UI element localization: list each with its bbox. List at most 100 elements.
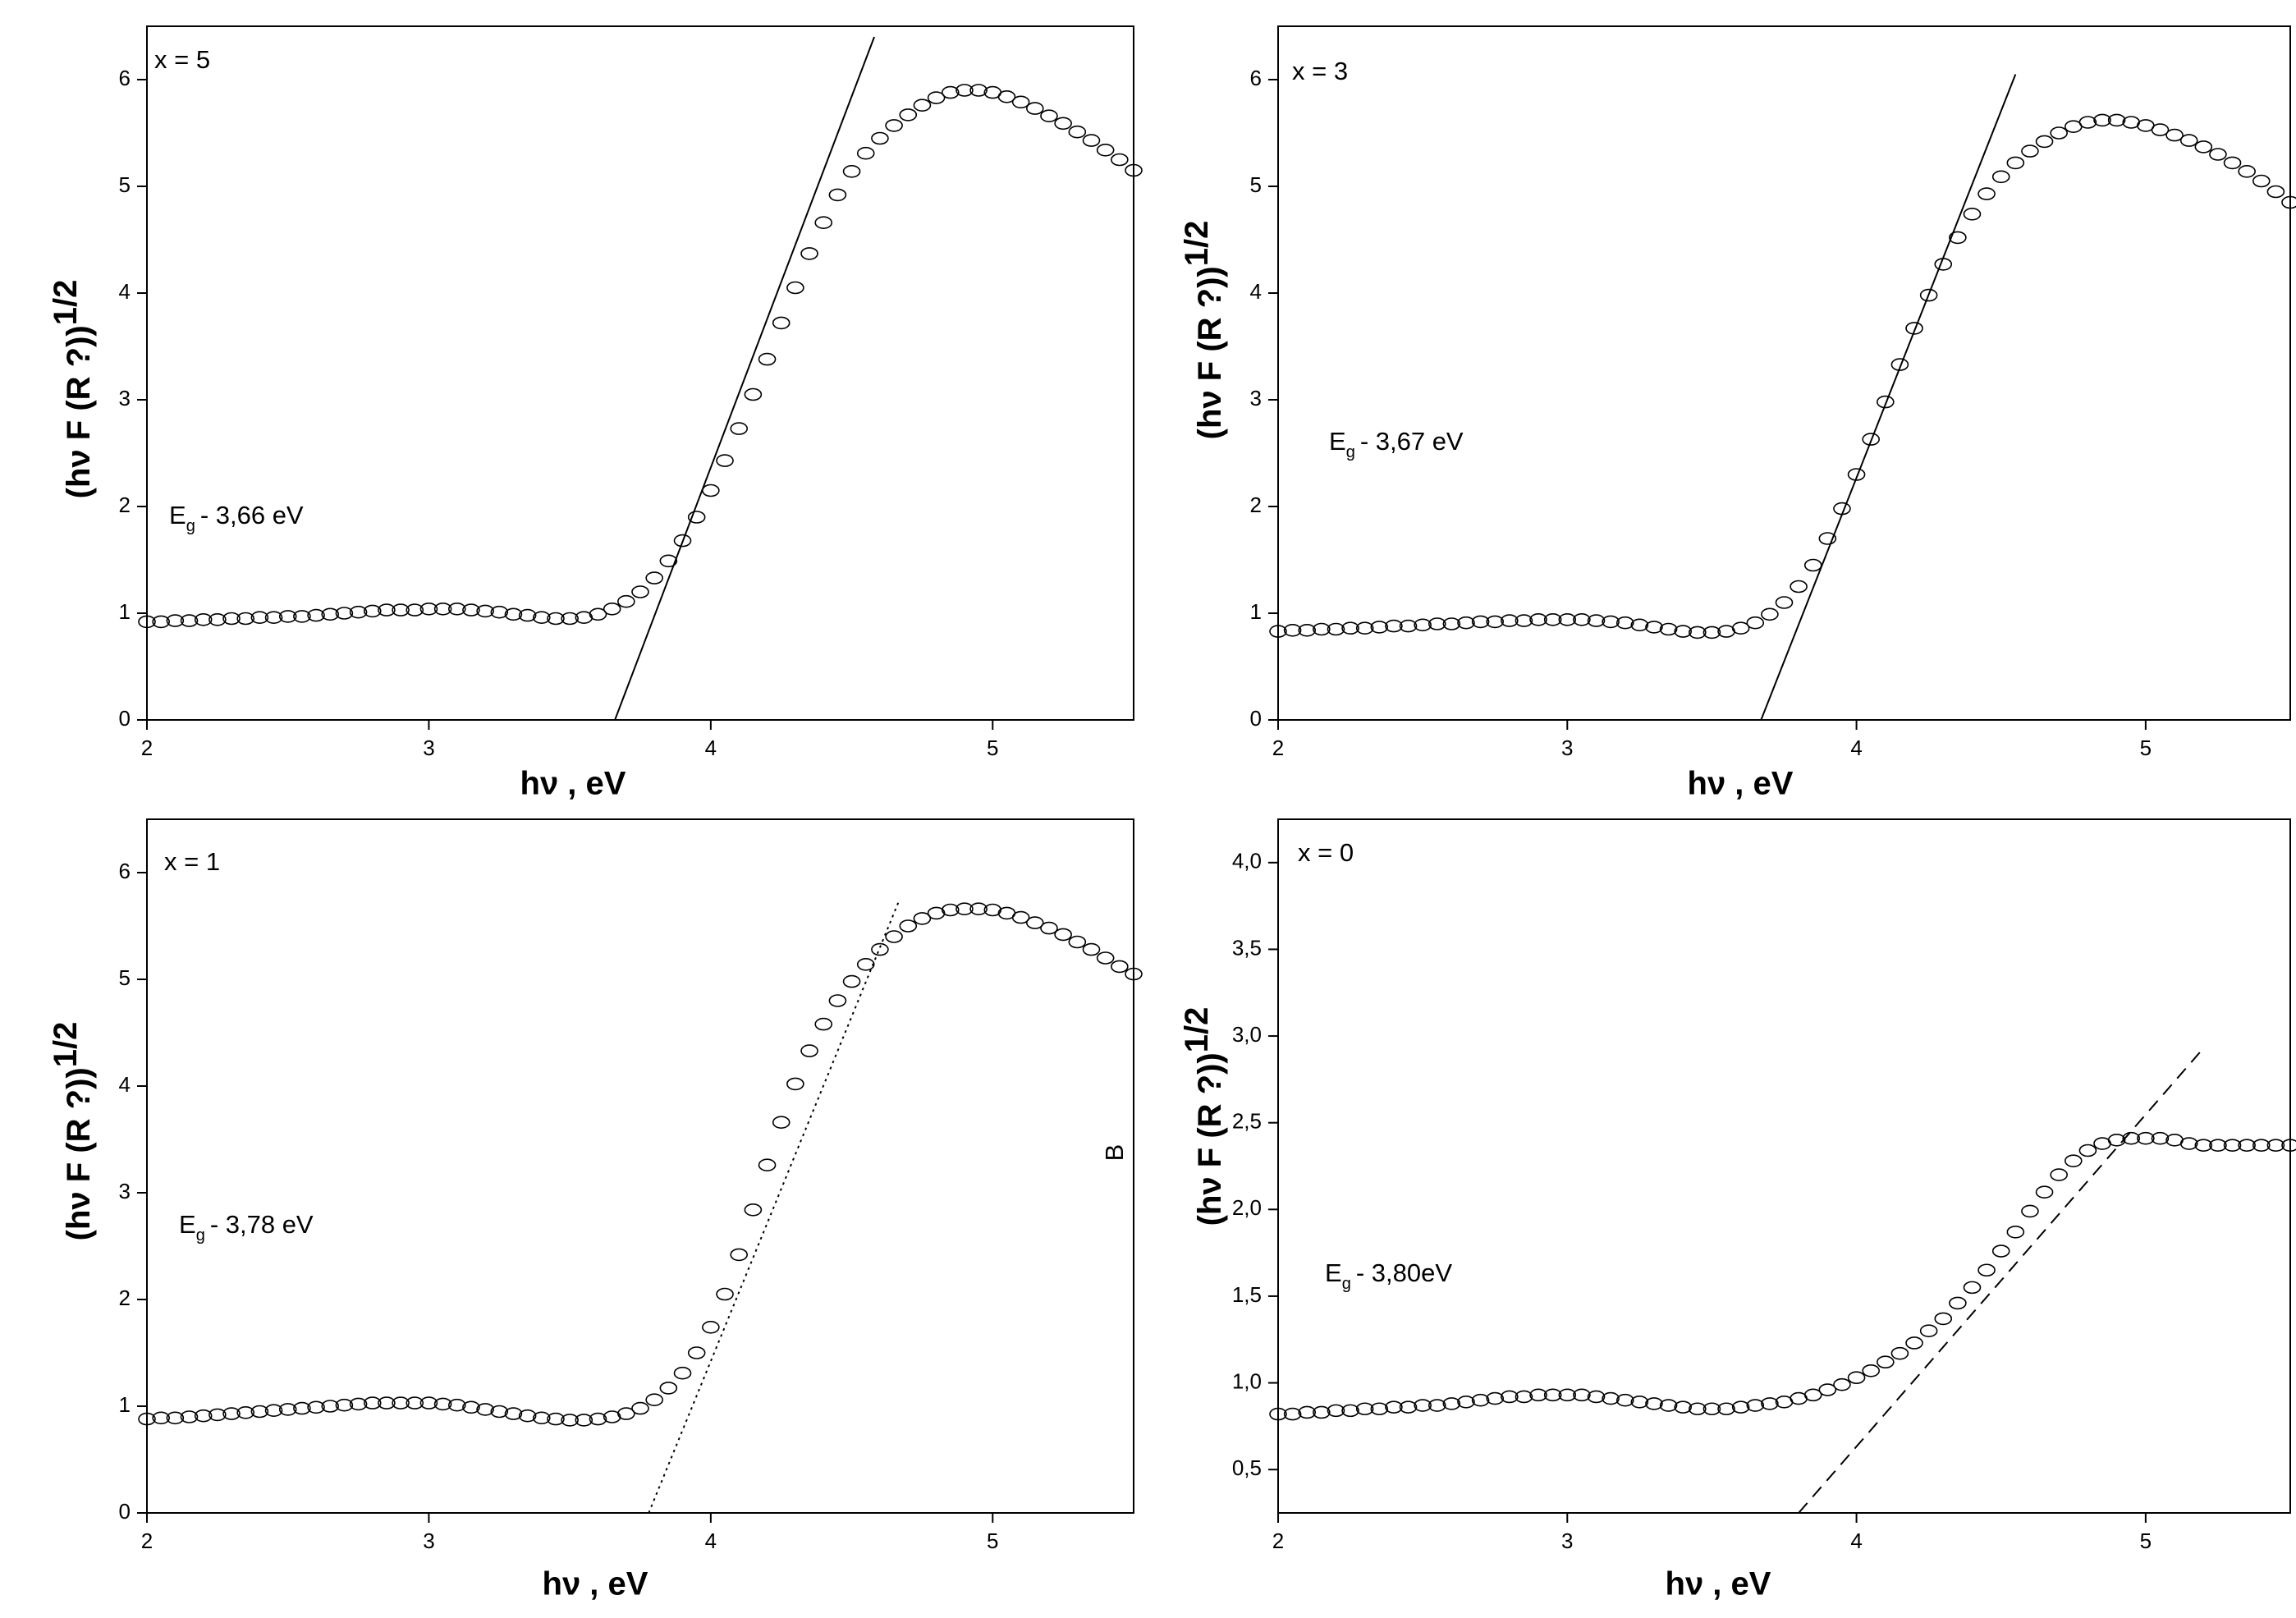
data-point	[1803, 1388, 1822, 1402]
data-point	[1731, 1400, 1750, 1414]
y-tick-label: 0	[119, 706, 131, 731]
data-point	[419, 1396, 438, 1409]
data-point	[2107, 1134, 2126, 1147]
data-point	[1674, 625, 1692, 638]
band-gap-label: Eg - 3,80eV	[1325, 1258, 1452, 1293]
data-point	[1645, 621, 1663, 634]
data-point	[1963, 1281, 1982, 1295]
data-point	[1040, 921, 1058, 935]
data-point	[2209, 148, 2227, 161]
data-point	[335, 1398, 354, 1412]
data-point	[518, 608, 537, 622]
data-point	[1746, 1399, 1765, 1412]
data-point	[433, 602, 452, 616]
data-point	[1934, 1312, 1953, 1326]
band-gap-value: - 3,80eV	[1356, 1258, 1453, 1287]
data-point	[1919, 288, 1938, 302]
y-tick-label: 4	[119, 1072, 131, 1097]
data-point	[1991, 170, 2010, 184]
data-point	[1587, 1390, 1606, 1404]
data-point	[1905, 1336, 1923, 1350]
data-point	[1054, 117, 1072, 131]
y-tick-label: 5	[119, 172, 131, 197]
x-axis-title: hν , eV	[1688, 766, 1794, 802]
data-point	[1385, 1400, 1403, 1414]
data-point	[138, 1412, 156, 1426]
band-gap-label: Eg - 3,66 eV	[169, 501, 304, 535]
data-point	[1515, 614, 1533, 627]
y-tick-label: 3,0	[1232, 1022, 1262, 1047]
y-tick-label: 5	[119, 965, 131, 990]
data-point	[1040, 109, 1058, 122]
data-point	[1370, 1402, 1389, 1416]
data-point	[617, 1407, 635, 1420]
panel-annotation: x = 0	[1298, 838, 1354, 867]
data-point	[744, 387, 763, 401]
data-point	[1963, 207, 1982, 221]
data-point	[716, 454, 734, 467]
data-point	[814, 1017, 833, 1031]
data-point	[1082, 134, 1101, 147]
data-point	[2179, 134, 2198, 147]
data-point	[842, 974, 861, 988]
data-point	[2165, 128, 2184, 142]
data-point	[561, 612, 579, 626]
x-axis-title: hν , eV	[1666, 1566, 1771, 1602]
data-point	[899, 108, 918, 121]
data-point	[378, 603, 396, 616]
y-axis-title-power: 1/2	[1179, 221, 1215, 267]
y-tick-label: 6	[119, 66, 131, 90]
y-axis-title: (hν F (R ?))1/2	[48, 1022, 97, 1241]
data-point	[913, 912, 932, 925]
y-tick-label: 3	[119, 386, 131, 410]
data-point	[138, 615, 156, 629]
data-point	[1414, 1399, 1432, 1412]
data-point	[392, 603, 410, 616]
data-point	[1341, 1404, 1359, 1418]
data-point	[433, 1397, 452, 1411]
y-tick-label: 4	[1250, 279, 1262, 304]
data-point	[758, 352, 777, 366]
x-tick-label: 5	[2140, 1529, 2152, 1553]
data-point	[2064, 1154, 2083, 1167]
data-point	[645, 571, 663, 584]
data-point	[2238, 1139, 2256, 1152]
data-point	[828, 994, 847, 1007]
data-point	[2151, 1131, 2170, 1145]
y-axis-title-main: (hν F (R ?))	[61, 1067, 97, 1240]
panel: 2 3 4 5 0 1 2 3 4 5 6 hν , eV (hν F (R ?))1/2 x = 3 Eg…	[1179, 25, 2296, 802]
y-tick-label: 2	[1250, 493, 1262, 517]
data-point	[419, 602, 438, 616]
data-point	[349, 605, 368, 619]
y-tick-label: 1	[119, 599, 131, 624]
data-point	[2266, 1139, 2285, 1152]
y-tick-label: 5	[1250, 172, 1262, 197]
data-point	[1847, 1371, 1866, 1385]
data-point	[1818, 532, 1837, 545]
data-point	[1529, 1388, 1547, 1402]
data-point	[264, 1404, 283, 1417]
data-point	[1717, 1402, 1735, 1416]
data-point	[447, 1398, 466, 1412]
data-point	[1689, 626, 1707, 639]
band-gap-symbol: E	[169, 501, 186, 529]
data-point	[1026, 102, 1044, 115]
data-point	[1471, 615, 1490, 629]
data-point	[1011, 910, 1030, 924]
y-tick-label: 6	[119, 859, 131, 883]
band-gap-value: - 3,67 eV	[1360, 427, 1464, 456]
data-point	[307, 608, 325, 622]
data-point	[1573, 1388, 1591, 1402]
data-point	[1327, 1404, 1345, 1418]
data-point	[941, 85, 960, 99]
x-tick-label: 3	[1561, 1529, 1573, 1553]
data-point	[476, 604, 494, 618]
data-point	[1283, 623, 1302, 637]
data-point	[490, 605, 509, 619]
data-point	[1602, 1391, 1620, 1405]
data-point	[2194, 1139, 2213, 1152]
data-point	[518, 1409, 537, 1423]
data-point	[1573, 612, 1591, 626]
data-point	[2122, 1131, 2141, 1145]
panel: 2 3 4 5 0 1 2 3 4 5 6 hν , eV (hν F (R ?))1/2 x = 1 Eg…	[48, 818, 1143, 1602]
